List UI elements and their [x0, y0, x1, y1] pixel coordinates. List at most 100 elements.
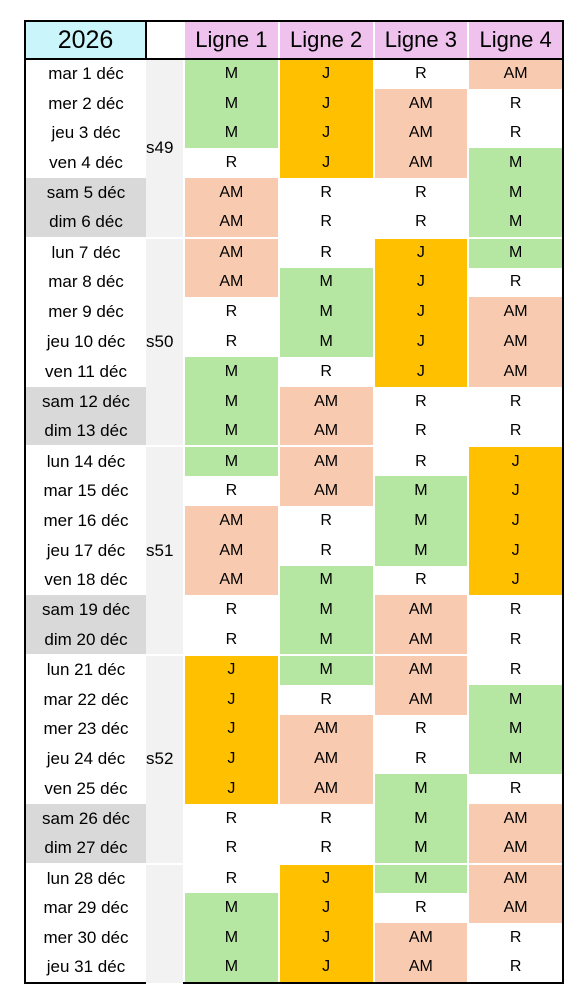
shift-cell-line-3[interactable]: M [372, 476, 469, 506]
shift-cell-line-1[interactable]: J [183, 774, 279, 804]
shift-cell-line-4[interactable]: R [467, 416, 564, 447]
shift-cell-line-3[interactable]: AM [372, 625, 469, 655]
shift-cell-line-2[interactable]: R [277, 803, 374, 834]
shift-cell-line-2[interactable]: M [277, 595, 374, 626]
shift-cell-line-3[interactable]: M [372, 862, 469, 894]
shift-cell-line-4[interactable]: R [467, 118, 564, 149]
shift-cell-line-3[interactable]: J [372, 327, 469, 357]
shift-cell-line-1[interactable]: AM [183, 267, 279, 298]
week-label-cell[interactable]: s52 [146, 653, 184, 864]
shift-cell-line-1[interactable]: M [183, 59, 279, 89]
shift-cell-line-2[interactable]: J [277, 88, 374, 119]
shift-cell-line-4[interactable]: AM [467, 893, 564, 924]
day-cell[interactable]: sam 26 déc [24, 803, 146, 834]
shift-cell-line-2[interactable]: R [277, 505, 374, 536]
shift-cell-line-3[interactable]: R [372, 416, 469, 447]
shift-cell-line-3[interactable]: M [372, 535, 469, 566]
shift-cell-line-3[interactable]: AM [372, 952, 469, 985]
day-cell[interactable]: lun 7 déc [24, 236, 146, 268]
week-label-cell[interactable]: s49 [146, 59, 184, 238]
shift-cell-line-3[interactable]: R [372, 59, 469, 89]
day-cell[interactable]: ven 18 déc [24, 565, 146, 596]
line-4-header[interactable]: Ligne 4 [467, 20, 564, 60]
shift-cell-line-2[interactable]: R [277, 207, 374, 238]
shift-cell-line-4[interactable]: J [467, 565, 564, 596]
day-cell[interactable]: mer 2 déc [24, 88, 146, 119]
shift-cell-line-2[interactable]: R [277, 356, 374, 387]
shift-cell-line-4[interactable]: M [467, 148, 564, 179]
shift-cell-line-2[interactable]: J [277, 862, 374, 894]
shift-cell-line-1[interactable]: R [183, 297, 279, 328]
shift-cell-line-2[interactable]: M [277, 267, 374, 298]
shift-cell-line-4[interactable]: J [467, 535, 564, 566]
shift-cell-line-2[interactable]: AM [277, 386, 374, 417]
day-cell[interactable]: sam 12 déc [24, 386, 146, 417]
day-cell[interactable]: dim 27 déc [24, 833, 146, 864]
year-header[interactable]: 2026 [24, 20, 147, 60]
shift-cell-line-1[interactable]: AM [183, 505, 279, 536]
shift-cell-line-3[interactable]: M [372, 505, 469, 536]
day-cell[interactable]: sam 19 déc [24, 595, 146, 626]
shift-cell-line-1[interactable]: R [183, 833, 279, 864]
day-cell[interactable]: lun 21 déc [24, 653, 146, 685]
shift-cell-line-1[interactable]: R [183, 625, 279, 655]
shift-cell-line-3[interactable]: R [372, 386, 469, 417]
shift-cell-line-4[interactable]: AM [467, 297, 564, 328]
shift-cell-line-3[interactable]: R [372, 178, 469, 208]
day-cell[interactable]: mer 16 déc [24, 505, 146, 536]
shift-cell-line-4[interactable]: AM [467, 356, 564, 387]
shift-cell-line-4[interactable]: AM [467, 803, 564, 834]
shift-cell-line-2[interactable]: R [277, 178, 374, 208]
shift-cell-line-2[interactable]: R [277, 833, 374, 864]
shift-cell-line-1[interactable]: M [183, 893, 279, 924]
shift-cell-line-4[interactable]: AM [467, 327, 564, 357]
shift-cell-line-2[interactable]: AM [277, 445, 374, 477]
day-cell[interactable]: mer 23 déc [24, 714, 146, 745]
shift-cell-line-1[interactable]: J [183, 653, 279, 685]
day-cell[interactable]: dim 13 déc [24, 416, 146, 447]
week-label-cell[interactable] [146, 862, 184, 983]
shift-cell-line-4[interactable]: AM [467, 862, 564, 894]
shift-cell-line-4[interactable]: AM [467, 833, 564, 864]
shift-cell-line-3[interactable]: AM [372, 595, 469, 626]
shift-cell-line-4[interactable]: AM [467, 59, 564, 89]
shift-cell-line-4[interactable]: R [467, 653, 564, 685]
shift-cell-line-2[interactable]: M [277, 297, 374, 328]
day-cell[interactable]: mar 22 déc [24, 684, 146, 715]
shift-cell-line-3[interactable]: AM [372, 653, 469, 685]
shift-cell-line-4[interactable]: R [467, 386, 564, 417]
shift-cell-line-1[interactable]: M [183, 356, 279, 387]
shift-cell-line-1[interactable]: M [183, 923, 279, 953]
shift-cell-line-1[interactable]: J [183, 684, 279, 715]
shift-cell-line-4[interactable]: J [467, 445, 564, 477]
shift-cell-line-1[interactable]: AM [183, 535, 279, 566]
shift-cell-line-2[interactable]: AM [277, 476, 374, 506]
shift-cell-line-4[interactable]: R [467, 952, 564, 985]
shift-cell-line-1[interactable]: M [183, 386, 279, 417]
day-cell[interactable]: dim 20 déc [24, 625, 146, 655]
shift-cell-line-2[interactable]: AM [277, 416, 374, 447]
day-cell[interactable]: mer 30 déc [24, 923, 146, 953]
line-2-header[interactable]: Ligne 2 [277, 20, 374, 60]
shift-cell-line-1[interactable]: R [183, 595, 279, 626]
shift-cell-line-3[interactable]: R [372, 565, 469, 596]
day-cell[interactable]: sam 5 déc [24, 178, 146, 208]
day-cell[interactable]: lun 14 déc [24, 445, 146, 477]
shift-cell-line-2[interactable]: M [277, 327, 374, 357]
shift-cell-line-3[interactable]: AM [372, 88, 469, 119]
shift-cell-line-4[interactable]: R [467, 267, 564, 298]
shift-cell-line-2[interactable]: J [277, 923, 374, 953]
shift-cell-line-3[interactable]: R [372, 714, 469, 745]
day-cell[interactable]: mar 29 déc [24, 893, 146, 924]
day-cell[interactable]: mer 9 déc [24, 297, 146, 328]
day-cell[interactable]: ven 25 déc [24, 774, 146, 804]
shift-cell-line-2[interactable]: M [277, 653, 374, 685]
week-label-cell[interactable]: s51 [146, 445, 184, 655]
shift-cell-line-3[interactable]: M [372, 803, 469, 834]
shift-cell-line-3[interactable]: J [372, 267, 469, 298]
shift-cell-line-2[interactable]: AM [277, 714, 374, 745]
day-cell[interactable]: jeu 31 déc [24, 952, 146, 985]
shift-cell-line-3[interactable]: AM [372, 118, 469, 149]
shift-cell-line-1[interactable]: M [183, 952, 279, 985]
shift-cell-line-1[interactable]: R [183, 327, 279, 357]
